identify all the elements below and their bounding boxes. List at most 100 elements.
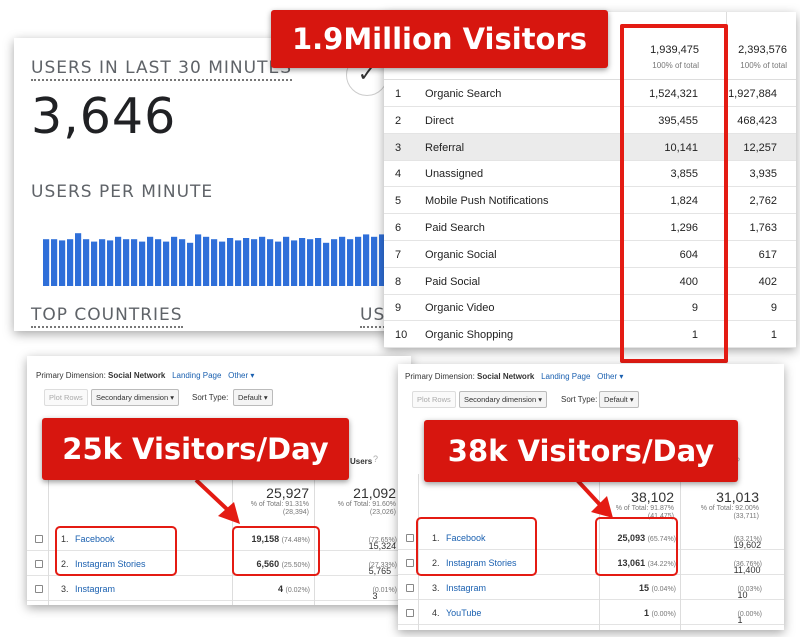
row-checkbox[interactable] <box>406 584 414 592</box>
channel-row[interactable]: 5 Mobile Push Notifications 1,824 2,762 <box>384 187 796 215</box>
row-rank: 1. <box>61 534 69 544</box>
chevron-down-icon[interactable]: ▾ <box>617 372 624 381</box>
social-network-link[interactable]: YouTube <box>446 608 482 618</box>
bar <box>363 234 370 286</box>
bar <box>371 236 378 286</box>
total-users-a: 25,927 % of Total: 91.31% (28,394) <box>250 485 309 516</box>
channel-total-b: 2,393,576 100% of total <box>738 44 787 70</box>
row-checkbox[interactable] <box>406 559 414 567</box>
sort-type-dropdown[interactable]: Default ▾ <box>233 389 273 406</box>
users-pct-b: (72.65%) <box>368 537 397 544</box>
channel-users-b: 468,423 <box>737 114 777 127</box>
bar <box>51 239 58 286</box>
bar <box>83 239 90 286</box>
arrow-icon <box>194 478 240 524</box>
row-checkbox[interactable] <box>406 609 414 617</box>
bar <box>283 236 290 286</box>
bar <box>75 233 82 286</box>
users-column-header[interactable]: Users <box>350 457 373 466</box>
landing-page-link[interactable]: Landing Page <box>541 372 591 381</box>
plot-rows-button[interactable]: Plot Rows <box>44 389 88 406</box>
users-value-b: 1 <box>737 615 743 625</box>
channel-users-a: 1,296 <box>670 222 698 234</box>
other-dimension-link[interactable]: Other <box>228 371 249 380</box>
users-value-a: 4 <box>277 584 283 594</box>
social-network-link[interactable]: Instagram Stories <box>446 558 517 568</box>
table-row: 1. Facebook 19,158 (74.48%) 15,324 (72.6… <box>27 527 411 551</box>
bar <box>179 239 186 286</box>
channel-row[interactable]: 7 Organic Social 604 617 <box>384 241 796 268</box>
bar <box>163 241 170 286</box>
bar <box>67 239 74 286</box>
table-row: 2. Instagram Stories 13,061 (34.22%) 11,… <box>398 551 784 575</box>
row-rank: 2. <box>432 558 440 568</box>
banner-25k-visitors: 25k Visitors/Day <box>42 418 349 480</box>
social-network-link[interactable]: Facebook <box>446 533 486 543</box>
channel-name: Organic Social <box>425 248 497 261</box>
users-value-b: 15,324 <box>368 541 397 551</box>
other-dimension-link[interactable]: Other <box>597 372 618 381</box>
users-pct-b: (63.21%) <box>733 536 762 543</box>
row-checkbox[interactable] <box>406 534 414 542</box>
channel-name: Unassigned <box>425 168 484 181</box>
row-rank: 2 <box>395 114 402 127</box>
social-network-link[interactable]: Instagram <box>446 583 487 593</box>
channel-users-b: 617 <box>758 248 777 261</box>
banner-38k-visitors: 38k Visitors/Day <box>424 420 738 482</box>
column-divider <box>599 444 600 630</box>
secondary-dimension-dropdown[interactable]: Secondary dimension ▾ <box>459 391 547 408</box>
bar <box>227 238 234 286</box>
plot-rows-button[interactable]: Plot Rows <box>412 391 456 408</box>
users-value-a: 13,061 <box>617 558 646 568</box>
channel-row[interactable]: 9 Organic Video 9 9 <box>384 294 796 322</box>
bar <box>123 239 130 286</box>
primary-dimension-bar: Primary Dimension: Social Network Landin… <box>36 371 254 380</box>
channel-users-b: 2,762 <box>749 195 777 208</box>
highlight-box-networks-left <box>55 526 177 576</box>
help-icon[interactable]: ? <box>373 454 379 464</box>
users-pct-a: (0.02%) <box>285 587 310 594</box>
bar <box>147 236 154 286</box>
users-value-b: 10 <box>737 590 748 600</box>
social-network-link[interactable]: Instagram Stories <box>75 559 146 569</box>
users-pct-a: (0.00%) <box>651 611 676 618</box>
users-pct-a: (34.22%) <box>647 561 676 568</box>
users-value-b: 3 <box>372 591 378 601</box>
row-rank: 3. <box>432 583 440 593</box>
primary-dimension-social-network[interactable]: Social Network <box>477 372 535 381</box>
channel-row[interactable]: 10 Organic Shopping 1 1 <box>384 321 796 348</box>
channel-row[interactable]: 2 Direct 395,455 468,423 <box>384 107 796 134</box>
highlight-box-total <box>620 24 728 363</box>
channel-row[interactable]: 3 Referral 10,141 12,257 <box>384 133 796 161</box>
bar <box>379 234 386 286</box>
users-value-a: 6,560 <box>256 559 280 569</box>
chevron-down-icon[interactable]: ▾ <box>248 371 255 380</box>
secondary-dimension-dropdown[interactable]: Secondary dimension ▾ <box>91 389 179 406</box>
channel-name: Paid Social <box>425 275 481 288</box>
bar <box>115 236 122 286</box>
channel-users-a: 10,141 <box>664 141 698 154</box>
bar <box>203 236 210 286</box>
channel-row[interactable]: 1 Organic Search 1,524,321 1,927,884 <box>384 80 796 107</box>
channel-users-b: 1 <box>770 329 777 342</box>
row-rank: 4. <box>432 608 440 618</box>
users-pct-a: (74.48%) <box>281 537 310 544</box>
channel-row[interactable]: 8 Paid Social 400 402 <box>384 268 796 295</box>
row-rank: 6 <box>395 222 402 234</box>
channel-row[interactable]: 6 Paid Search 1,296 1,763 <box>384 214 796 241</box>
channel-users-b: 402 <box>758 275 777 288</box>
row-checkbox[interactable] <box>35 585 43 593</box>
channel-row[interactable]: 4 Unassigned 3,855 3,935 <box>384 160 796 188</box>
primary-dimension-social-network[interactable]: Social Network <box>108 371 166 380</box>
social-network-link[interactable]: Instagram <box>75 584 116 594</box>
row-checkbox[interactable] <box>35 560 43 568</box>
row-checkbox[interactable] <box>35 535 43 543</box>
channel-users-a: 1,824 <box>670 195 698 208</box>
column-divider <box>232 442 233 605</box>
landing-page-link[interactable]: Landing Page <box>172 371 222 380</box>
channel-users-a: 1 <box>691 329 698 342</box>
social-network-link[interactable]: Facebook <box>75 534 115 544</box>
channel-users-b: 9 <box>770 302 777 315</box>
sort-type-dropdown[interactable]: Default ▾ <box>599 391 639 408</box>
row-rank: 2. <box>61 559 69 569</box>
